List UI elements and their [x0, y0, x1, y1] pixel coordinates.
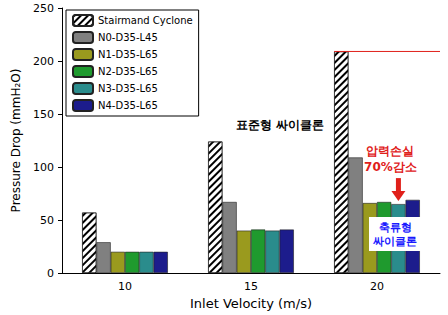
svg-text:50: 50	[40, 214, 54, 227]
svg-text:N2-D35-L65: N2-D35-L65	[98, 66, 158, 77]
svg-text:N0-D35-L45: N0-D35-L45	[98, 32, 158, 43]
svg-text:싸이클론: 싸이클론	[372, 235, 417, 248]
svg-text:250: 250	[33, 2, 54, 15]
svg-text:150: 150	[33, 108, 54, 121]
svg-text:N1-D35-L65: N1-D35-L65	[98, 49, 158, 60]
svg-text:20: 20	[370, 280, 384, 293]
svg-text:200: 200	[33, 55, 54, 68]
svg-text:표준형 싸이클론: 표준형 싸이클론	[236, 118, 324, 132]
svg-text:축류형: 축류형	[379, 221, 412, 234]
svg-text:Stairmand Cyclone: Stairmand Cyclone	[98, 15, 193, 26]
svg-text:N3-D35-L65: N3-D35-L65	[98, 83, 158, 94]
svg-text:압력손실: 압력손실	[366, 144, 414, 158]
svg-text:15: 15	[244, 280, 258, 293]
svg-text:100: 100	[33, 161, 54, 174]
svg-text:N4-D35-L65: N4-D35-L65	[98, 100, 158, 111]
svg-text:10: 10	[118, 280, 132, 293]
svg-text:Inlet Velocity (m/s): Inlet Velocity (m/s)	[190, 296, 312, 311]
svg-text:0: 0	[47, 267, 54, 280]
svg-text:Pressure Drop (mmH₂O): Pressure Drop (mmH₂O)	[9, 69, 23, 213]
svg-text:70%감소: 70%감소	[364, 160, 417, 174]
